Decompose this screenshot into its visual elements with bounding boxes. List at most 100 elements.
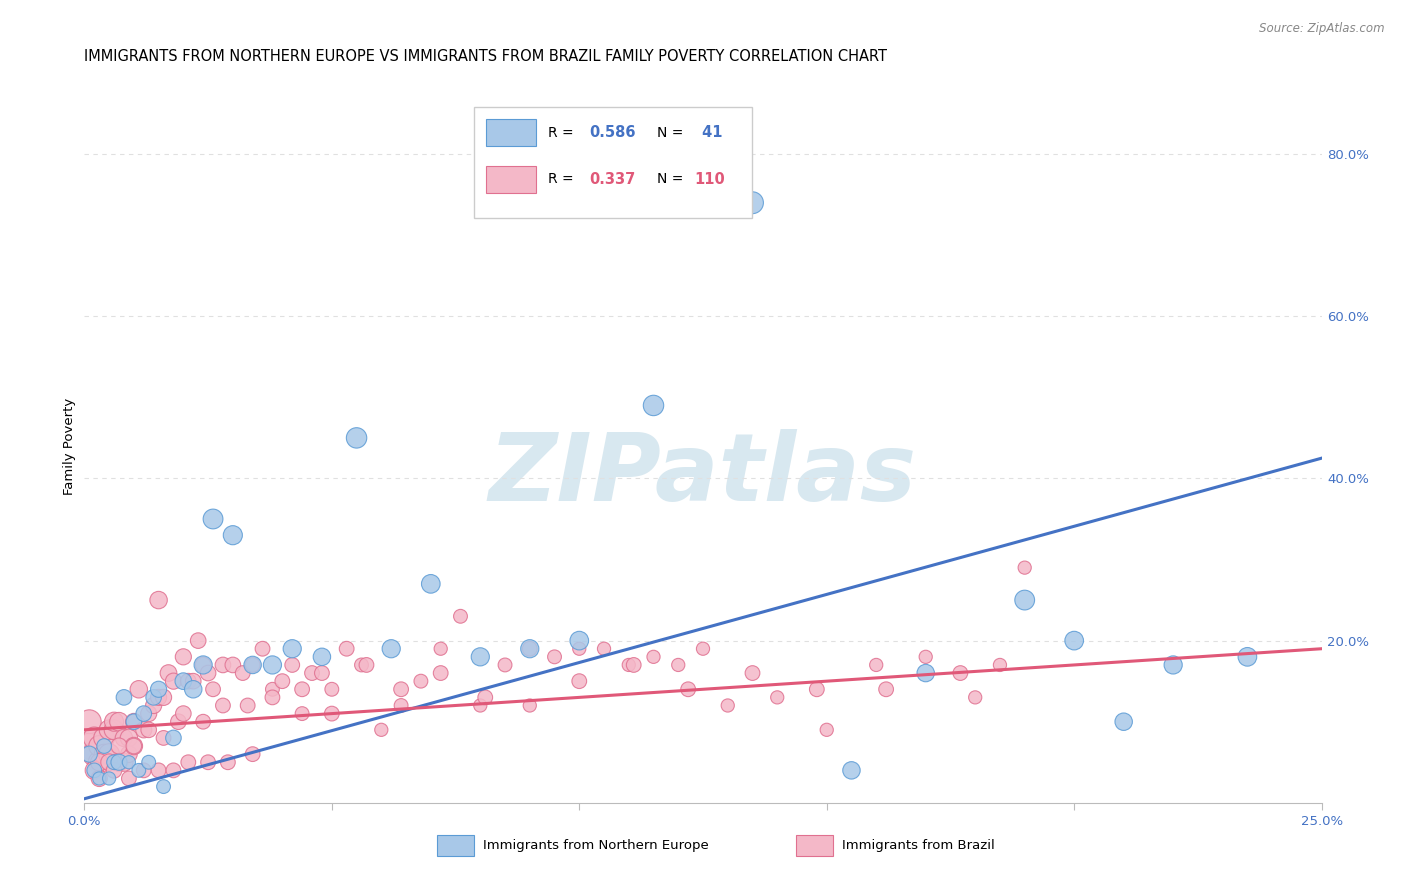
Point bbox=[118, 772, 141, 786]
Point bbox=[212, 657, 235, 672]
Point bbox=[191, 657, 214, 672]
Point bbox=[419, 577, 441, 591]
Text: R =: R = bbox=[548, 126, 578, 140]
Point bbox=[291, 706, 314, 721]
Point bbox=[370, 723, 392, 737]
Point bbox=[93, 731, 115, 745]
Y-axis label: Family Poverty: Family Poverty bbox=[63, 397, 76, 495]
Point bbox=[108, 756, 131, 770]
Point bbox=[519, 641, 541, 656]
Point bbox=[112, 731, 135, 745]
Point bbox=[103, 714, 125, 729]
Point bbox=[236, 698, 259, 713]
Point bbox=[494, 657, 516, 672]
Point bbox=[311, 649, 333, 664]
Point bbox=[841, 764, 863, 778]
Point bbox=[643, 649, 665, 664]
Text: N =: N = bbox=[657, 126, 688, 140]
Point bbox=[519, 698, 541, 713]
Point bbox=[172, 649, 194, 664]
Point bbox=[568, 641, 591, 656]
Point bbox=[172, 674, 194, 689]
Point bbox=[132, 706, 155, 721]
Point bbox=[965, 690, 987, 705]
Point bbox=[181, 674, 204, 689]
Point bbox=[98, 772, 121, 786]
Point bbox=[89, 772, 111, 786]
Point bbox=[806, 682, 828, 697]
Point bbox=[617, 657, 640, 672]
Point bbox=[380, 641, 402, 656]
Point bbox=[118, 747, 141, 761]
Point bbox=[949, 666, 972, 681]
Point bbox=[470, 649, 492, 664]
Point bbox=[112, 756, 135, 770]
Point bbox=[157, 666, 180, 681]
Point bbox=[152, 780, 174, 794]
Point bbox=[815, 723, 838, 737]
Point bbox=[741, 195, 763, 210]
Point bbox=[112, 690, 135, 705]
Point bbox=[1161, 657, 1184, 672]
Point bbox=[202, 512, 225, 526]
Point bbox=[103, 764, 125, 778]
Point bbox=[93, 747, 115, 761]
Point bbox=[389, 698, 412, 713]
Point bbox=[232, 666, 254, 681]
Point bbox=[1014, 560, 1036, 574]
Point bbox=[132, 764, 155, 778]
Point bbox=[1063, 633, 1085, 648]
Point bbox=[98, 747, 121, 761]
Point bbox=[311, 666, 333, 681]
Point bbox=[676, 682, 699, 697]
Point bbox=[103, 756, 125, 770]
Point bbox=[291, 682, 314, 697]
Point bbox=[242, 747, 264, 761]
Point bbox=[103, 723, 125, 737]
Point bbox=[692, 641, 714, 656]
Text: R =: R = bbox=[548, 172, 578, 186]
Point bbox=[152, 731, 174, 745]
Point bbox=[83, 764, 105, 778]
Point bbox=[568, 633, 591, 648]
Point bbox=[875, 682, 897, 697]
Point bbox=[470, 698, 492, 713]
Point bbox=[914, 649, 936, 664]
Point bbox=[108, 714, 131, 729]
Point bbox=[643, 399, 665, 413]
Point bbox=[152, 690, 174, 705]
Point bbox=[148, 593, 170, 607]
Point bbox=[717, 698, 740, 713]
Point bbox=[79, 747, 101, 761]
Point bbox=[187, 633, 209, 648]
Point bbox=[191, 714, 214, 729]
Bar bbox=[437, 835, 474, 856]
Text: IMMIGRANTS FROM NORTHERN EUROPE VS IMMIGRANTS FROM BRAZIL FAMILY POVERTY CORRELA: IMMIGRANTS FROM NORTHERN EUROPE VS IMMIG… bbox=[84, 49, 887, 64]
Text: 41: 41 bbox=[697, 125, 723, 140]
Point bbox=[142, 690, 165, 705]
Point bbox=[122, 739, 145, 753]
Point bbox=[108, 756, 131, 770]
Point bbox=[162, 764, 184, 778]
Text: 0.337: 0.337 bbox=[589, 171, 636, 186]
Point bbox=[118, 731, 141, 745]
Point bbox=[93, 739, 115, 753]
Point bbox=[89, 772, 111, 786]
Point bbox=[138, 723, 160, 737]
Point bbox=[271, 674, 294, 689]
Point bbox=[1014, 593, 1036, 607]
Point bbox=[252, 641, 274, 656]
Point bbox=[202, 682, 225, 697]
Point bbox=[177, 674, 200, 689]
Point bbox=[242, 657, 264, 672]
Bar bbox=[486, 166, 536, 193]
Point bbox=[162, 731, 184, 745]
Point bbox=[128, 682, 150, 697]
Point bbox=[222, 528, 245, 542]
Point bbox=[172, 706, 194, 721]
Point bbox=[281, 657, 304, 672]
Point bbox=[83, 731, 105, 745]
Point bbox=[281, 641, 304, 656]
Point bbox=[301, 666, 323, 681]
Point bbox=[474, 690, 496, 705]
